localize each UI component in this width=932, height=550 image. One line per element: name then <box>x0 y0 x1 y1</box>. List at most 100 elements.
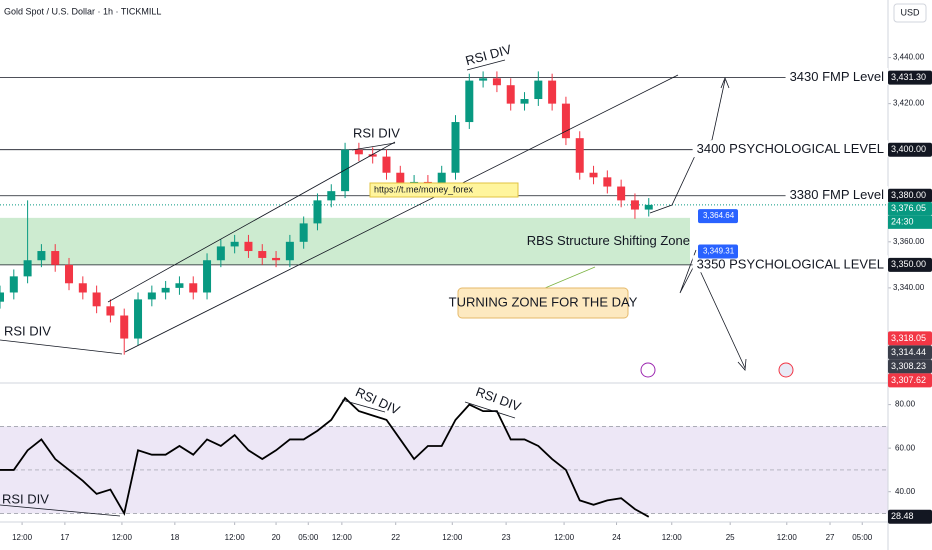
price-tag <box>888 201 932 216</box>
x-tick-label: 24 <box>612 533 621 542</box>
candle-body <box>479 78 488 81</box>
candle-body <box>147 292 156 300</box>
candle-body <box>244 241 253 252</box>
arrow-head <box>737 358 747 371</box>
candle-body <box>520 99 529 104</box>
event-icon[interactable] <box>778 362 794 378</box>
x-tick-label: 05:00 <box>852 533 873 542</box>
divergence-line <box>466 59 506 71</box>
price-tag <box>888 331 932 346</box>
candle-body <box>451 122 460 173</box>
candle-body <box>492 78 501 86</box>
candle-body <box>9 276 18 293</box>
chart-title: Gold Spot / U.S. Dollar · 1h · TICKMILL <box>4 6 161 16</box>
price-tag <box>888 142 932 157</box>
level-label-bg <box>692 255 888 273</box>
candle-body <box>534 80 543 100</box>
candle-body <box>575 138 584 173</box>
currency-box[interactable] <box>893 3 927 23</box>
price-tag-label: 3,307.62 <box>891 375 926 385</box>
x-tick-label: 12:00 <box>332 533 353 542</box>
candle-body <box>120 315 129 339</box>
candle-body <box>92 292 101 307</box>
layer <box>0 71 653 518</box>
candle-body <box>175 283 184 288</box>
price-tag-label: 3,380.00 <box>891 190 926 200</box>
candle-body <box>230 241 239 247</box>
candle-body <box>617 186 626 201</box>
candle-body <box>603 177 612 187</box>
candle-body <box>313 200 322 224</box>
arrow-head <box>720 76 730 89</box>
candle-body <box>37 251 46 261</box>
candle-body <box>203 260 212 293</box>
candle-body <box>216 246 225 261</box>
candle-body <box>106 306 115 316</box>
price-tag <box>888 257 932 272</box>
divergence-line <box>0 504 121 517</box>
link-text: https://t.me/money_forex <box>374 184 474 194</box>
price-tag <box>888 359 932 374</box>
price-tag <box>888 373 932 388</box>
x-tick-label: 12:00 <box>225 533 246 542</box>
candle-body <box>396 172 405 185</box>
candle-body <box>23 260 32 277</box>
candle-body <box>161 287 170 293</box>
x-tick-label: 18 <box>170 533 179 542</box>
price-tag <box>888 509 932 524</box>
price-tag-label: 3,376.05 <box>891 203 926 213</box>
x-tick-label: 05:00 <box>298 533 319 542</box>
rsi-div-label: RSI DIV <box>4 323 51 338</box>
rsi-div-label: RSI DIV <box>2 491 49 506</box>
x-tick-label: 12:00 <box>442 533 463 542</box>
candle-body <box>189 283 198 293</box>
level-label: 3430 FMP Level <box>790 69 885 84</box>
countdown-bg <box>888 215 932 229</box>
candle-body <box>354 149 363 155</box>
price-tag-label: 3,431.30 <box>891 72 926 82</box>
flag <box>698 244 738 259</box>
layer: 3,440.00 3,420.00 3,400.00 3,380.00 3,360.00… <box>12 53 932 542</box>
level-label: 3380 FMP Level <box>790 187 885 202</box>
connector <box>544 266 596 289</box>
candle-body <box>51 251 60 265</box>
x-tick-label: 25 <box>726 533 735 542</box>
link-box <box>369 182 519 198</box>
x-tick-label: 27 <box>826 533 835 542</box>
price-tag-label: 3,314.44 <box>891 347 926 357</box>
y-tick-label: 3,360.00 <box>893 237 925 246</box>
x-tick-label: 12:00 <box>112 533 133 542</box>
zone-label: RBS Structure Shifting Zone <box>527 233 690 248</box>
candle-body <box>299 223 308 242</box>
event-icon[interactable] <box>640 362 656 378</box>
level-label: 3350 PSYCHOLOGICAL LEVEL <box>697 256 884 271</box>
candle-body <box>78 283 87 293</box>
countdown: 24:30 <box>891 217 914 227</box>
currency: USD <box>900 7 920 17</box>
flag-label: 3,349.31 <box>703 247 735 256</box>
price-tag-label: 28.48 <box>891 511 914 521</box>
candle-body <box>341 149 350 192</box>
price-tag-label: 3,350.00 <box>891 259 926 269</box>
y-tick-label: 40.00 <box>895 487 916 496</box>
candle-body <box>437 172 446 187</box>
candle-body <box>506 85 515 104</box>
x-tick-label: 12:00 <box>662 533 683 542</box>
candle-body <box>644 204 653 210</box>
candle-body <box>134 299 143 339</box>
divergence-line <box>341 399 386 413</box>
y-tick-label: 3,440.00 <box>893 53 925 62</box>
price-tag <box>888 70 932 85</box>
candle-body <box>285 241 294 261</box>
level-label: 3400 PSYCHOLOGICAL LEVEL <box>697 141 884 156</box>
flag <box>698 209 738 224</box>
candle-body <box>327 191 336 201</box>
level-label-bg <box>785 186 889 204</box>
channel-line <box>124 74 679 353</box>
flag-label: 3,364.64 <box>703 211 735 220</box>
candle-body <box>589 172 598 178</box>
x-tick-label: 12:00 <box>777 533 798 542</box>
price-tag <box>888 345 932 360</box>
x-tick-label: 12:00 <box>12 533 33 542</box>
